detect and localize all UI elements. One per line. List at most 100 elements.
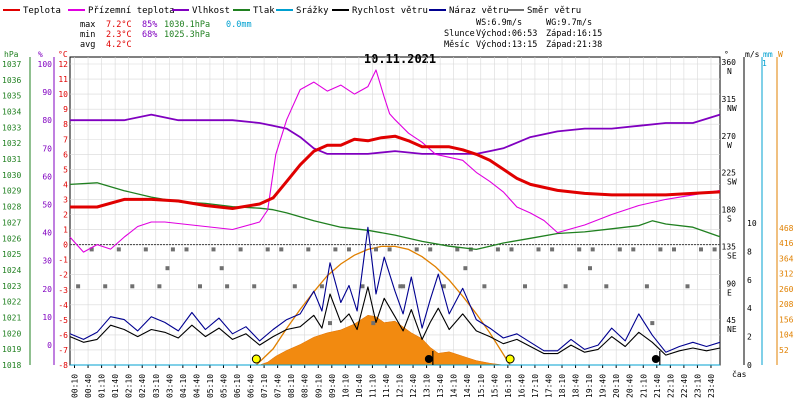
x-tick-label: 02:40	[138, 374, 147, 398]
wind-direction-point	[89, 247, 94, 252]
x-tick-label: 21:40	[653, 374, 662, 398]
radiation-tick-label: 104	[779, 331, 794, 340]
x-tick-label: 01:10	[98, 374, 107, 398]
celsius-tick-label: -2	[58, 271, 68, 280]
pct-tick-label: 70	[42, 144, 52, 153]
x-tick-label: 02:10	[125, 374, 134, 398]
wind-direction-point	[184, 247, 189, 252]
direction-tick-label: 315	[722, 95, 737, 104]
x-tick-label: 03:40	[165, 374, 174, 398]
wind-direction-point	[225, 284, 230, 289]
hpa-tick-label: 1029	[2, 187, 21, 196]
wind-direction-point	[590, 247, 595, 252]
wind-direction-point	[143, 247, 148, 252]
stat-wind-gust: WG:9.7m/s	[546, 18, 592, 28]
celsius-tick-label: 11	[58, 75, 68, 84]
hpa-tick-label: 1019	[2, 345, 21, 354]
hpa-tick-label: 1020	[2, 329, 21, 338]
x-tick-label: 06:10	[233, 374, 242, 398]
celsius-tick-label: 2	[63, 211, 68, 220]
wind-direction-point	[360, 284, 365, 289]
wind-direction-point	[252, 284, 257, 289]
wind-direction-point	[374, 247, 378, 252]
axis-unit-wind: m/s	[745, 50, 760, 59]
hpa-tick-label: 1022	[2, 298, 21, 307]
wind-direction-point	[306, 247, 311, 252]
hpa-tick-label: 1035	[2, 92, 21, 101]
wind-direction-point	[588, 266, 592, 271]
hpa-tick-label: 1025	[2, 250, 21, 259]
celsius-tick-label: 6	[63, 150, 68, 159]
legend-label-tlak: Tlak	[253, 6, 275, 16]
wind-direction-point	[650, 321, 655, 326]
celsius-tick-label: 5	[63, 165, 68, 174]
hpa-tick-label: 1028	[2, 203, 21, 212]
wind-direction-point	[644, 284, 649, 289]
celsius-tick-label: -8	[58, 361, 68, 370]
direction-tick-label: 180	[722, 206, 737, 215]
wind-tick-label: 10	[747, 219, 757, 228]
celsius-tick-label: -5	[58, 316, 68, 325]
direction-cardinal-label: NE	[727, 325, 737, 334]
x-tick-label: 09:10	[314, 374, 323, 398]
celsius-tick-label: -7	[58, 346, 68, 355]
hpa-tick-label: 1036	[2, 76, 21, 85]
x-tick-label: 04:10	[179, 374, 188, 398]
pct-tick-label: 80	[42, 116, 52, 125]
sunset-marker	[505, 354, 515, 364]
wind-direction-point	[523, 284, 527, 289]
radiation-tick-label: 468	[779, 224, 794, 233]
stat-min-press: 1025.3hPa	[164, 30, 210, 40]
x-tick-label: 01:40	[111, 374, 120, 398]
stat-max-label: max	[80, 20, 95, 30]
axis-unit-direction: °	[724, 50, 729, 59]
wind-tick-label: 2	[747, 333, 752, 342]
wind-tick-label: 0	[747, 361, 752, 370]
wind-gust-line	[69, 226, 721, 353]
x-tick-label: 10:40	[355, 374, 364, 398]
axes: 1018101910201021102210231024102510261027…	[2, 57, 794, 398]
theoretical-radiation-curve	[255, 245, 511, 366]
x-tick-label: 14:40	[463, 374, 472, 398]
axis-unit-rain: mm	[763, 50, 773, 59]
radiation-tick-label: 156	[779, 315, 794, 324]
stat-min-hum: 68%	[142, 30, 157, 40]
direction-cardinal-label: N	[727, 67, 732, 76]
wind-direction-point	[157, 284, 162, 289]
x-tick-label: 13:40	[436, 374, 445, 398]
celsius-tick-label: -1	[58, 256, 68, 265]
x-tick-label: 07:40	[274, 374, 283, 398]
direction-tick-label: 360	[722, 58, 737, 67]
stat-sunrise: Východ:06:53	[476, 29, 537, 39]
wind-direction-point	[170, 247, 175, 252]
wind-speed-line	[69, 286, 721, 356]
wind-direction-point	[550, 247, 555, 252]
stat-moon-label: Měsíc	[444, 40, 470, 50]
axis-unit-pct: %	[38, 50, 43, 59]
wind-direction-point	[617, 247, 622, 252]
wind-direction-point	[495, 247, 500, 252]
wind-tick-label: 6	[747, 276, 752, 285]
radiation-tick-label: 364	[779, 254, 794, 263]
wind-direction-point	[333, 247, 338, 252]
wind-direction-point	[428, 247, 433, 252]
x-tick-label: 20:10	[612, 374, 621, 398]
hpa-tick-label: 1031	[2, 155, 21, 164]
wind-direction-point	[76, 284, 81, 289]
radiation-tick-label: 52	[779, 346, 789, 355]
wind-direction-point	[319, 284, 324, 289]
wind-direction-point	[292, 284, 297, 289]
wind-direction-point	[699, 247, 703, 252]
celsius-tick-label: 0	[63, 241, 68, 250]
stat-max-temp: 7.2°C	[106, 20, 132, 30]
direction-cardinal-label: S	[727, 215, 732, 224]
pct-tick-label: 10	[42, 313, 52, 322]
legend-label-teplota: Teplota	[23, 6, 61, 16]
radiation-tick-label: 260	[779, 285, 794, 294]
wind-direction-point	[401, 284, 406, 289]
celsius-tick-label: 10	[58, 90, 68, 99]
stat-sunset: Západ:16:15	[546, 29, 602, 39]
wind-direction-point	[658, 247, 663, 252]
x-tick-label: 16:40	[517, 374, 526, 398]
